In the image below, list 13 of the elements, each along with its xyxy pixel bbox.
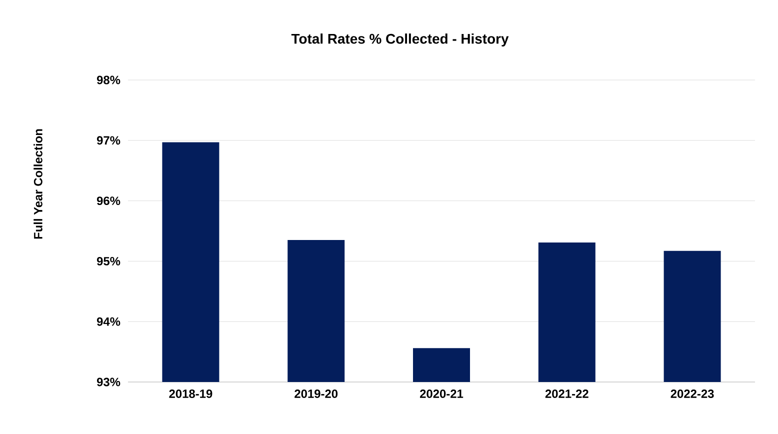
y-tick-label: 97% <box>96 136 120 145</box>
y-tick-label: 98% <box>96 76 120 84</box>
y-tick-label: 93% <box>96 378 120 386</box>
y-tick-label: 96% <box>96 196 120 206</box>
x-tick-label: 2020-21 <box>420 390 464 398</box>
x-tick-label: 2018-19 <box>169 390 212 398</box>
y-axis-title: Full Year Collection <box>34 129 42 239</box>
y-tick-label: 95% <box>96 256 120 266</box>
chart-title: Total Rates % Collected - History <box>291 33 509 46</box>
x-tick-label: 2021-22 <box>545 390 588 398</box>
y-tick-label: 94% <box>96 317 120 326</box>
x-tick-label: 2022-23 <box>670 390 714 398</box>
x-tick-label: 2019-20 <box>294 390 338 398</box>
